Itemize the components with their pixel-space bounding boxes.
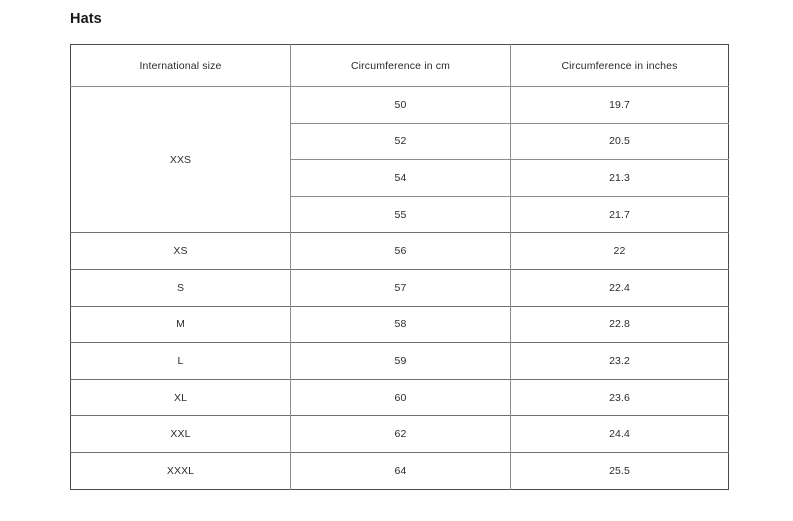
cell-circumference-inches: 22.4 xyxy=(510,268,729,307)
cell-circumference-cm: 54 xyxy=(290,159,511,197)
table-row: XXS 50 19.7 xyxy=(70,86,729,233)
column-header-circumference-inches: Circumference in inches xyxy=(510,44,729,87)
table-header-row: International size Circumference in cm C… xyxy=(70,44,729,87)
cell-international-size: XS xyxy=(70,232,291,270)
cell-circumference-inches: 19.7 xyxy=(609,98,630,111)
cell-circumference-inches: 22 xyxy=(510,232,729,270)
size-table-container: International size Circumference in cm C… xyxy=(70,44,729,490)
cell-circumference-cm: 60 xyxy=(290,378,511,416)
cell-circumference-cm: 57 xyxy=(290,268,511,307)
table-row: XL 60 23.6 xyxy=(70,378,729,416)
cell-international-size: XXXL xyxy=(70,451,291,490)
hat-size-table: International size Circumference in cm C… xyxy=(70,44,729,490)
cell-international-size: XXS xyxy=(70,86,291,233)
cell-circumference-inches: 23.2 xyxy=(510,342,729,380)
cell-circumference-cm: 62 xyxy=(290,415,511,453)
cell-circumference-cm: 52 xyxy=(290,122,511,160)
cell-circumference-inches: 23.6 xyxy=(510,378,729,416)
table-row: M 58 22.8 xyxy=(70,305,729,343)
cell-international-size: M xyxy=(70,305,291,343)
cell-circumference-cm: 64 xyxy=(290,451,511,490)
cell-circumference-cm: 56 xyxy=(290,232,511,270)
cell-circumference-cm: 59 xyxy=(290,342,511,380)
cell-circumference-inches: 21.3 xyxy=(510,159,729,197)
cell-international-size: XXL xyxy=(70,415,291,453)
cell-circumference-cm: 50 xyxy=(290,86,511,124)
table-row: L 59 23.2 xyxy=(70,342,729,380)
cell-circumference-cm: 58 xyxy=(290,305,511,343)
cell-circumference-inches: 20.5 xyxy=(510,122,729,160)
table-row: 54 21.3 xyxy=(71,159,729,197)
cell-international-size: L xyxy=(70,342,291,380)
table-row: S 57 22.4 xyxy=(70,268,729,307)
table-row: 55 21.7 xyxy=(71,195,729,233)
table-row: XS 56 22 xyxy=(70,232,729,270)
table-row: XXL 62 24.4 xyxy=(70,415,729,453)
cell-circumference-inches: 24.4 xyxy=(510,415,729,453)
table-row: 52 20.5 xyxy=(71,122,729,160)
table-row: XXXL 64 25.5 xyxy=(70,451,729,490)
cell-circumference-inches: 22.8 xyxy=(510,305,729,343)
cell-circumference-cm: 55 xyxy=(290,195,511,233)
page-title: Hats xyxy=(70,11,102,27)
table-header: International size Circumference in cm C… xyxy=(70,44,729,87)
cell-international-size: S xyxy=(70,268,291,307)
cell-circumference-inches: 25.5 xyxy=(510,451,729,490)
column-header-international-size: International size xyxy=(70,44,291,87)
cell-circumference-inches: 21.7 xyxy=(510,195,729,233)
column-header-circumference-cm: Circumference in cm xyxy=(290,44,511,87)
cell-international-size: XL xyxy=(70,378,291,416)
table-body: XXS 50 19.7 52 20.5 54 21.3 55 21.7 XS 56 22 S 57 22.4… xyxy=(70,86,729,490)
